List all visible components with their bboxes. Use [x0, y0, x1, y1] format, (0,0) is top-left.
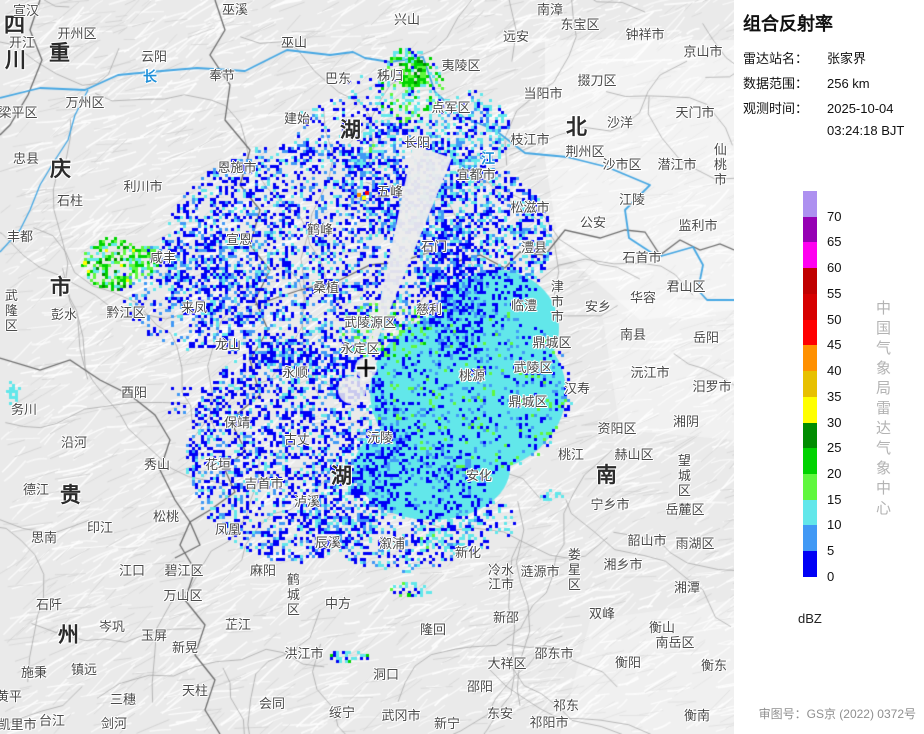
legend-tick-label: 5 [827, 543, 835, 559]
legend-tick-label: 25 [827, 440, 842, 456]
data-range-row: 数据范围： 256 km [743, 71, 924, 96]
legend-swatch [803, 448, 817, 475]
legend-swatch [803, 499, 817, 526]
legend-tick-label: 35 [827, 388, 842, 404]
product-title: 组合反射率 [743, 14, 833, 34]
legend-unit: dBZ [798, 611, 822, 626]
legend-swatch [803, 371, 817, 397]
radar-map-canvas [0, 0, 734, 734]
legend-swatch [803, 216, 817, 243]
legend-swatch [803, 551, 817, 577]
legend-swatch [803, 525, 817, 552]
legend-tick-label: 15 [827, 491, 842, 507]
obs-time-label: 观测时间： [743, 101, 809, 116]
legend-swatch [803, 396, 817, 423]
station-name-value: 张家界 [827, 51, 867, 66]
legend-tick-label: 0 [827, 568, 835, 584]
legend-swatch [803, 293, 817, 320]
legend-tick-label: 65 [827, 234, 842, 250]
legend-tick-label: 50 [827, 311, 842, 327]
legend-swatch [803, 268, 817, 294]
station-name-row: 雷达站名： 张家界 [743, 46, 924, 71]
info-panel: 组合反射率 雷达站名： 张家界 数据范围： 256 km 观测时间： 2025-… [734, 0, 924, 734]
station-name-label: 雷达站名： [743, 51, 809, 66]
legend-tick-label: 55 [827, 285, 842, 301]
obs-date-value: 2025-10-04 [827, 101, 894, 116]
legend-tick-label: 60 [827, 260, 842, 276]
legend-tick-label: 10 [827, 517, 842, 533]
station-info: 雷达站名： 张家界 数据范围： 256 km 观测时间： 2025-10-04 … [743, 46, 924, 141]
legend-tick-label: 45 [827, 337, 842, 353]
legend-tick-label: 20 [827, 466, 842, 482]
obs-time-row: 观测时间： 2025-10-04 [743, 96, 924, 121]
legend-swatch [803, 422, 817, 449]
data-range-value: 256 km [827, 76, 870, 91]
legend-swatch [803, 474, 817, 500]
legend-swatch [803, 345, 817, 372]
data-range-label: 数据范围： [743, 76, 809, 91]
watermark: 中国气象局雷达气象中心 [874, 300, 891, 520]
legend-swatch [803, 319, 817, 346]
map-approval-number: 审图号：GS京 (2022) 0372号 [758, 707, 916, 721]
legend-tick-label: 70 [827, 208, 842, 224]
legend-tick-label: 40 [827, 363, 842, 379]
obs-clock-value: 03:24:18 BJT [827, 123, 905, 138]
legend-swatch [803, 191, 817, 217]
legend-tick-label: 30 [827, 414, 842, 430]
legend-swatch [803, 242, 817, 269]
